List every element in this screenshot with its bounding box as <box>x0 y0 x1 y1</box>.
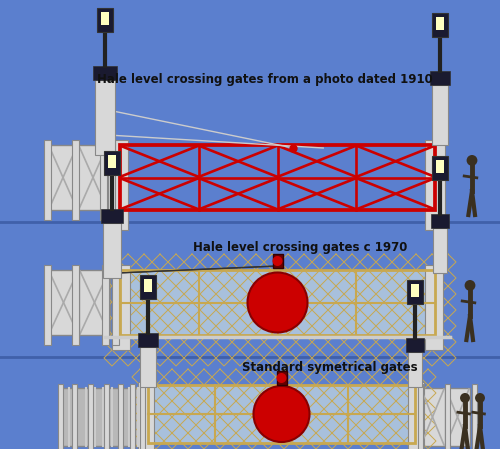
Bar <box>118 384 123 449</box>
FancyBboxPatch shape <box>432 156 448 180</box>
FancyBboxPatch shape <box>432 13 448 37</box>
Bar <box>120 270 435 335</box>
Text: Standard symetrical gates: Standard symetrical gates <box>242 361 418 374</box>
Bar <box>48 270 110 335</box>
Bar <box>420 388 470 446</box>
Text: Hale level crossing gates c 1970: Hale level crossing gates c 1970 <box>193 242 407 255</box>
Circle shape <box>466 155 477 166</box>
Circle shape <box>254 386 310 442</box>
Bar <box>58 384 63 449</box>
Bar <box>108 140 128 230</box>
Bar <box>48 145 108 210</box>
Bar <box>436 17 444 30</box>
Bar <box>103 223 121 278</box>
Bar <box>140 384 145 449</box>
Bar <box>431 214 449 228</box>
Circle shape <box>475 393 485 403</box>
Bar <box>108 155 116 168</box>
FancyBboxPatch shape <box>104 151 120 175</box>
Circle shape <box>464 280 475 291</box>
Bar <box>120 270 435 335</box>
Bar <box>430 71 450 85</box>
Bar <box>130 384 135 449</box>
Bar <box>411 284 419 297</box>
Bar <box>88 384 93 449</box>
Bar <box>95 80 115 155</box>
Circle shape <box>460 393 470 403</box>
Circle shape <box>248 273 308 333</box>
Bar <box>108 140 115 220</box>
Bar <box>425 140 445 230</box>
Bar <box>101 12 109 25</box>
Bar <box>72 265 79 345</box>
Bar <box>101 209 123 223</box>
Bar <box>408 382 424 449</box>
Bar <box>72 140 79 220</box>
Bar <box>418 384 423 449</box>
Bar <box>406 338 424 352</box>
Bar <box>138 382 154 449</box>
Bar <box>102 265 109 345</box>
Bar <box>425 265 443 350</box>
Bar <box>140 347 156 387</box>
Bar <box>93 66 117 80</box>
Bar <box>472 384 477 449</box>
Text: Hale level crossing gates from a photo dated 1910: Hale level crossing gates from a photo d… <box>97 74 433 87</box>
Bar <box>44 265 51 345</box>
FancyBboxPatch shape <box>97 8 113 32</box>
Bar <box>104 384 109 449</box>
Bar <box>138 333 158 347</box>
Bar <box>148 385 415 443</box>
Bar <box>120 145 435 210</box>
Bar <box>144 279 152 292</box>
Bar <box>112 265 119 345</box>
Bar <box>432 85 448 145</box>
Bar <box>408 352 422 387</box>
Bar <box>60 388 138 446</box>
Bar <box>433 228 447 273</box>
Circle shape <box>272 256 282 266</box>
Bar <box>436 160 444 173</box>
Bar <box>272 254 282 268</box>
FancyBboxPatch shape <box>140 275 156 299</box>
Bar <box>44 140 51 220</box>
Bar <box>72 384 77 449</box>
Bar <box>148 385 415 443</box>
Bar <box>112 265 130 350</box>
Bar <box>100 140 107 220</box>
Bar <box>445 384 450 449</box>
FancyBboxPatch shape <box>407 280 423 304</box>
Bar <box>276 371 286 385</box>
Circle shape <box>276 373 286 383</box>
